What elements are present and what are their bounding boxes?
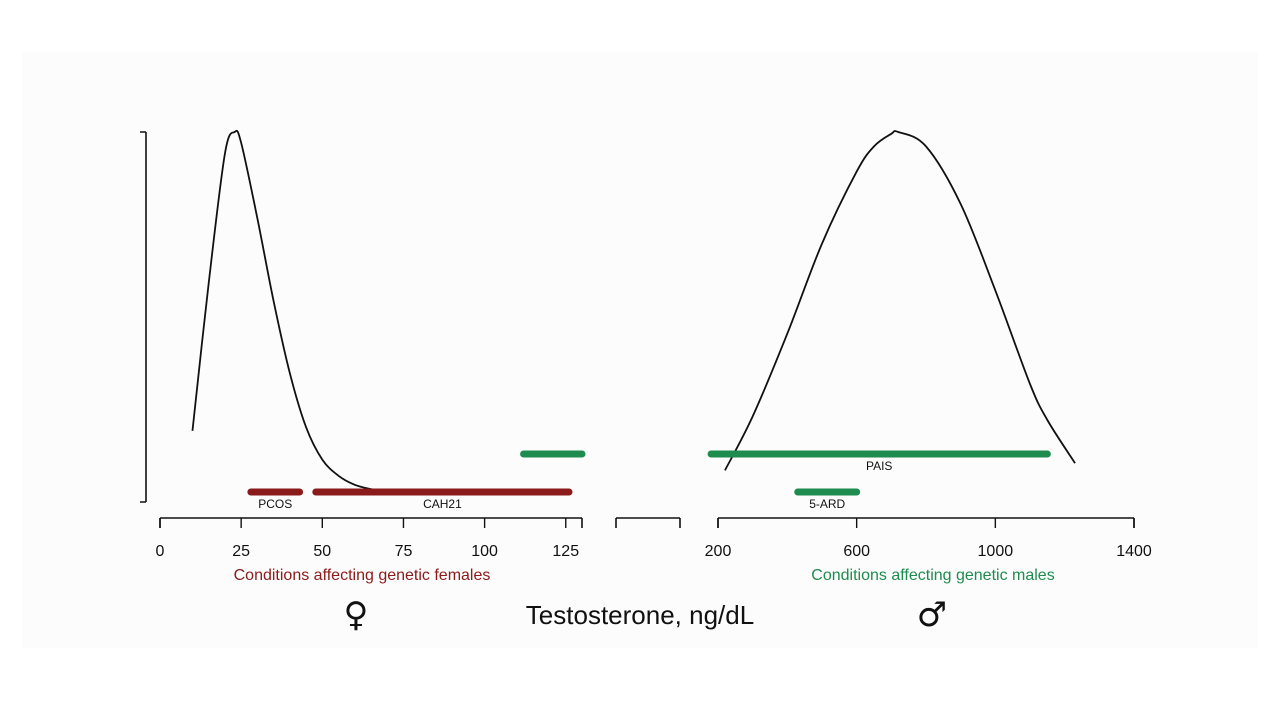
x-axis-title: Testosterone, ng/dL: [526, 600, 754, 630]
x-tick-label: 25: [232, 543, 250, 560]
x-tick-label: 50: [313, 543, 331, 560]
x-tick-label: 1400: [1116, 543, 1152, 560]
x-tick-label: 200: [705, 543, 732, 560]
female-conditions-label: Conditions affecting genetic females: [234, 567, 491, 584]
male-conditions-label: Conditions affecting genetic males: [811, 567, 1054, 584]
condition-label-pcos: PCOS: [258, 497, 292, 511]
condition-label-cah21: CAH21: [423, 497, 462, 511]
female-symbol-icon: ♀: [344, 595, 369, 635]
male-symbol-icon: ♂: [917, 595, 947, 635]
x-tick-label: 75: [395, 543, 413, 560]
x-tick-label: 600: [843, 543, 870, 560]
x-tick-label: 1000: [978, 543, 1014, 560]
x-tick-label: 0: [156, 543, 165, 560]
condition-label-pais: PAIS: [866, 459, 892, 473]
male-density-curve: [724, 130, 1076, 471]
x-tick-label: 125: [552, 543, 579, 560]
condition-label-5-ard: 5-ARD: [809, 497, 845, 511]
y-axis: [140, 131, 147, 503]
chart-panel: [22, 52, 1258, 648]
x-tick-label: 100: [471, 543, 498, 560]
female-density-curve: [191, 129, 388, 493]
